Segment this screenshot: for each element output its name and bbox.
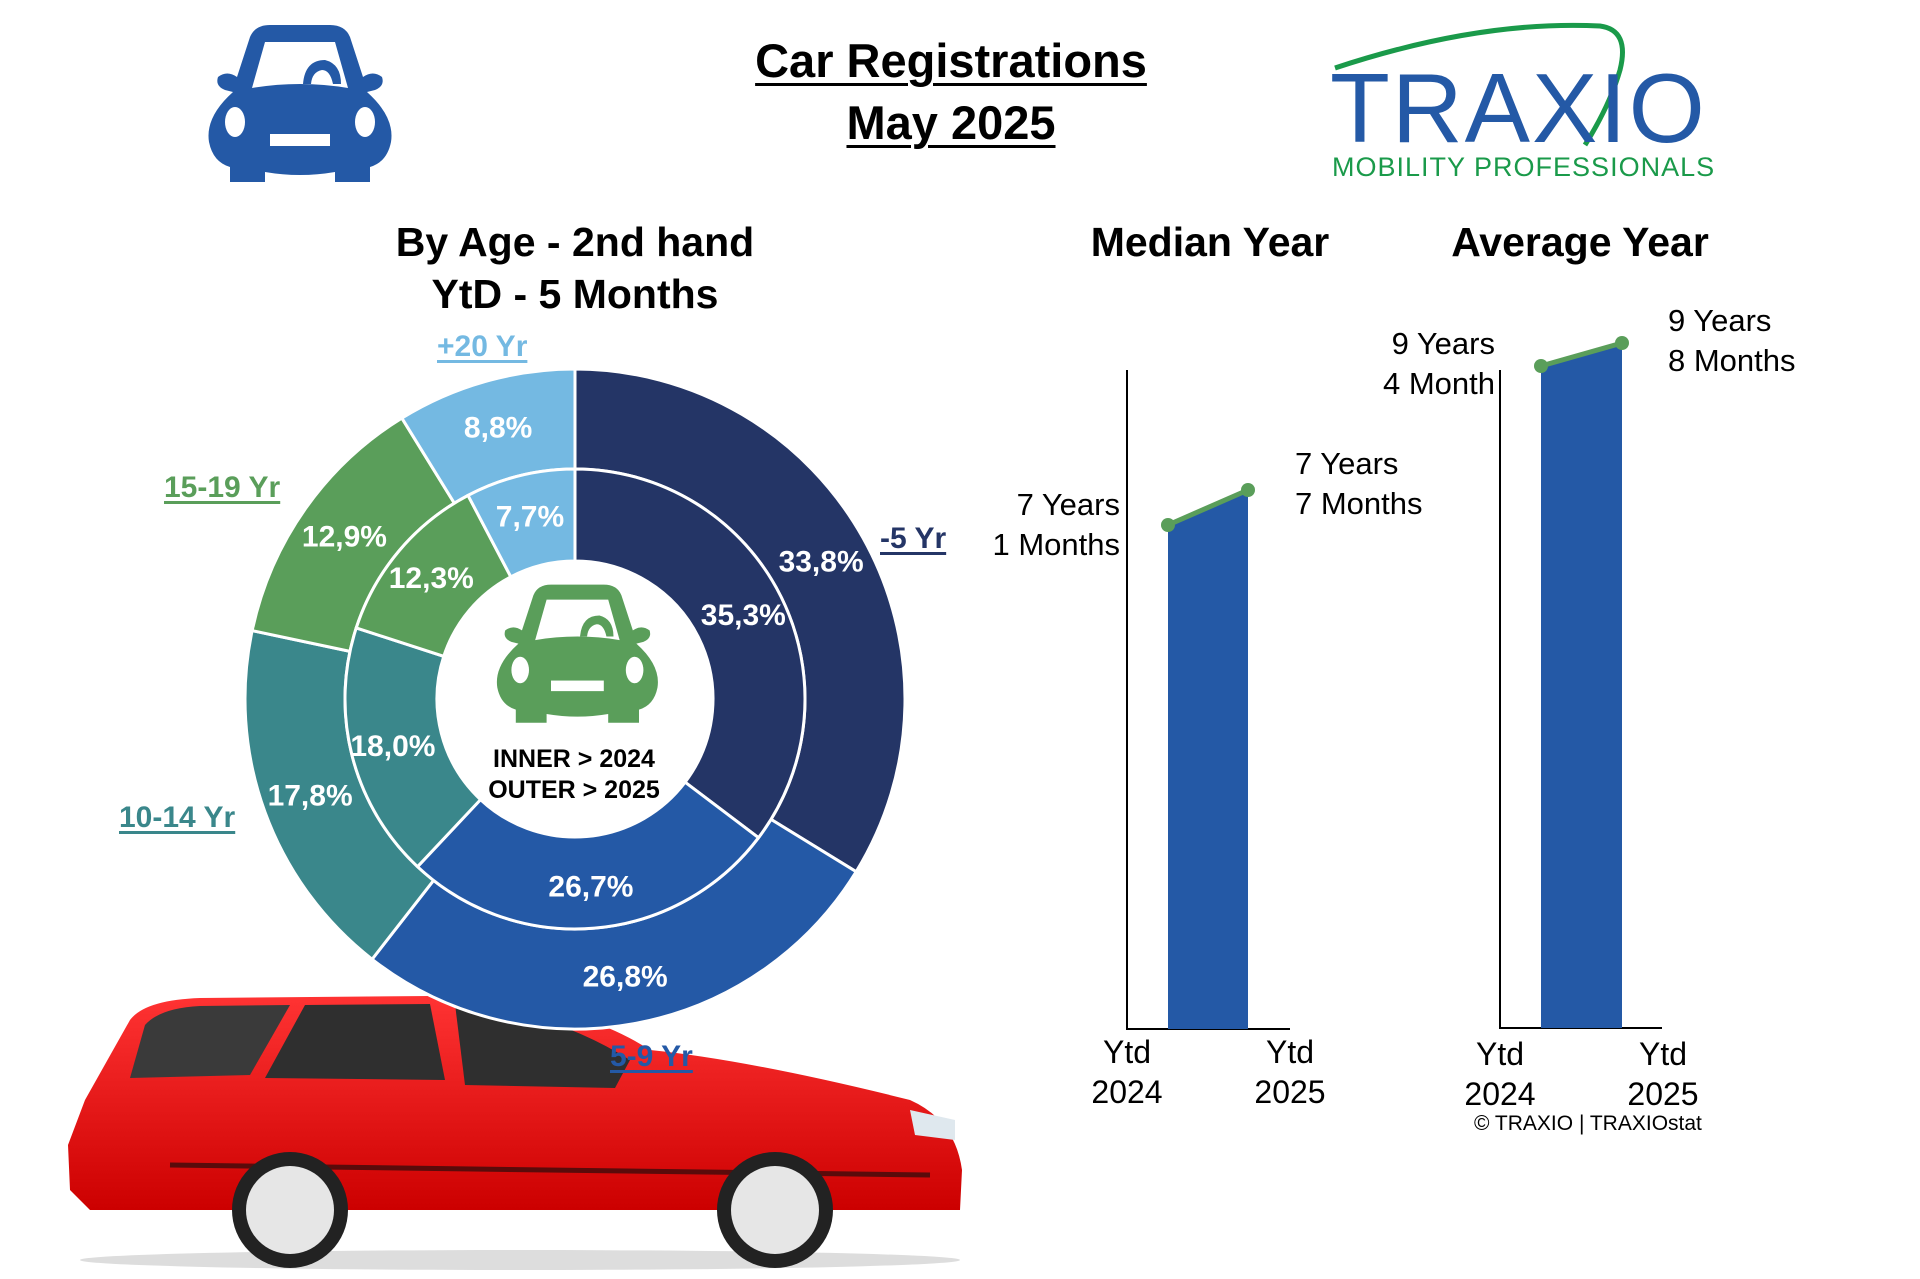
inner-percent-label: 18,0% (350, 730, 435, 763)
average-2025-years: 9 Years (1668, 303, 1772, 338)
copyright-notice: © TRAXIO | TRAXIOstat (1474, 1112, 1702, 1135)
category-label-10-14: 10-14 Yr (119, 801, 236, 834)
logo-tagline: MOBILITY PROFESSIONALS (1332, 152, 1716, 182)
average-x-2024-line2: 2024 (1464, 1076, 1536, 1112)
inner-percent-label: 12,3% (389, 562, 474, 595)
donut-title-line-2: YtD - 5 Months (431, 271, 719, 317)
median-2025-label: 7 Years 7 Months (1295, 444, 1475, 524)
average-2024-months: 4 Month (1382, 366, 1495, 401)
average-year-chart (1499, 336, 1662, 1029)
median-2025-years: 7 Years (1295, 446, 1399, 481)
median-2024-months: 1 Months (992, 527, 1120, 562)
average-x-2025-line2: 2025 (1627, 1076, 1699, 1112)
inner-percent-label: 35,3% (701, 599, 786, 632)
median-x-2025-line2: 2025 (1254, 1074, 1326, 1110)
average-x-label-2025: Ytd 2025 (1603, 1034, 1723, 1114)
inner-segment (343, 626, 483, 869)
average-title: Average Year (1451, 219, 1709, 265)
median-x-2024-line2: 2024 (1091, 1074, 1163, 1110)
outer-percent-label: 12,9% (302, 521, 387, 554)
category-label-20-plus: +20 Yr (437, 330, 528, 363)
median-x-2025-line1: Ytd (1265, 1034, 1315, 1070)
red-car-image (68, 996, 962, 1270)
median-2024-years: 7 Years (1016, 487, 1120, 522)
outer-percent-label: 33,8% (779, 545, 864, 578)
inner-segment (415, 780, 761, 931)
median-title: Median Year (1090, 219, 1330, 265)
title-line-2: May 2025 (846, 96, 1056, 149)
inner-percent-label: 7,7% (496, 500, 564, 533)
car-front-icon (208, 25, 392, 182)
median-year-chart (1126, 370, 1290, 1030)
category-label-under-5: -5 Yr (880, 522, 947, 555)
median-2025-months: 7 Months (1295, 486, 1423, 521)
inner-segment (573, 467, 807, 840)
donut-center-car-icon (496, 584, 658, 723)
outer-percent-label: 26,8% (583, 960, 668, 993)
donut-title-line-1: By Age - 2nd hand (395, 219, 755, 265)
title-line-1: Car Registrations (755, 34, 1147, 87)
median-x-label-2024: Ytd 2024 (1067, 1032, 1187, 1112)
donut-center-outer-label: OUTER > 2025 (488, 776, 660, 804)
inner-segment (465, 467, 577, 579)
median-2024-label: 7 Years 1 Months (960, 485, 1120, 565)
logo-swoosh-icon (1334, 22, 1625, 147)
median-x-2024-line1: Ytd (1102, 1034, 1152, 1070)
outer-percent-label: 8,8% (464, 412, 532, 445)
page-title: Car Registrations May 2025 (700, 30, 1202, 154)
average-2024-years: 9 Years (1391, 326, 1495, 361)
average-x-label-2024: Ytd 2024 (1440, 1034, 1560, 1114)
average-x-2025-line1: Ytd (1638, 1036, 1688, 1072)
inner-percent-label: 26,7% (548, 870, 633, 903)
logo-wordmark: TRAXIO (1330, 53, 1707, 163)
median-x-label-2025: Ytd 2025 (1230, 1032, 1350, 1112)
average-2025-months: 8 Months (1668, 343, 1796, 378)
average-2024-label: 9 Years 4 Month (1335, 324, 1495, 404)
age-donut-chart: 33,8% 26,8% 17,8% 12,9% 8,8% 35,3% 26,7% 18,0% 1… (243, 367, 907, 1031)
outer-percent-label: 17,8% (268, 780, 353, 813)
traxio-logo: TRAXIO MOBILITY PROFESSIONALS (1330, 20, 1720, 182)
average-2025-label: 9 Years 8 Months (1668, 301, 1848, 381)
category-label-5-9: 5-9 Yr (610, 1040, 693, 1073)
average-x-2024-line1: Ytd (1475, 1036, 1525, 1072)
donut-center-inner-label: INNER > 2024 (493, 745, 655, 773)
category-label-15-19: 15-19 Yr (164, 471, 281, 504)
donut-title: By Age - 2nd hand YtD - 5 Months (330, 216, 820, 320)
